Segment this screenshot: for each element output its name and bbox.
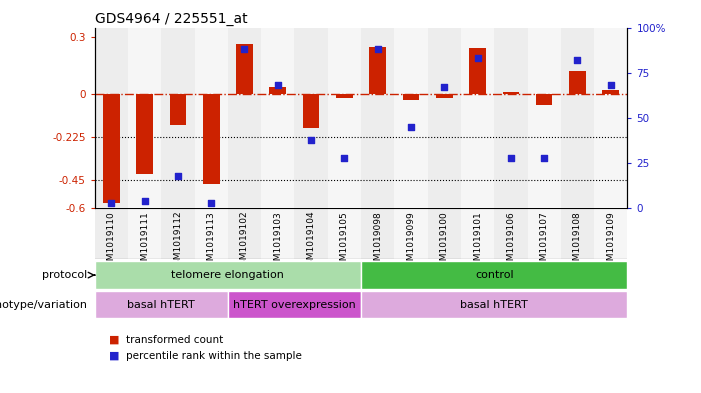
Text: GSM1019111: GSM1019111 (140, 211, 149, 272)
Text: hTERT overexpression: hTERT overexpression (233, 299, 356, 310)
Text: ■: ■ (109, 351, 119, 361)
Point (106, 200, 117, 206)
Text: ■: ■ (109, 335, 119, 345)
Point (372, 46, 383, 52)
Bar (494, 208, 527, 259)
Text: GSM1019099: GSM1019099 (407, 211, 416, 272)
Bar (361, 291, 627, 318)
Text: GSM1019102: GSM1019102 (240, 211, 249, 272)
Bar (269, 86, 286, 94)
Point (139, 198, 150, 204)
Text: GSM1019103: GSM1019103 (273, 211, 283, 272)
Text: GSM1019109: GSM1019109 (606, 211, 615, 272)
Bar (594, 28, 627, 208)
Text: percentile rank within the sample: percentile rank within the sample (126, 351, 302, 361)
Bar (528, 28, 561, 208)
Bar (128, 208, 161, 259)
Bar (336, 94, 353, 98)
Point (538, 154, 550, 161)
Bar (469, 48, 486, 94)
Text: GDS4964 / 225551_at: GDS4964 / 225551_at (95, 13, 247, 26)
Text: GSM1019101: GSM1019101 (473, 211, 482, 272)
Bar (128, 28, 161, 208)
Bar (228, 208, 261, 259)
Text: GSM1019107: GSM1019107 (540, 211, 549, 272)
Bar (561, 208, 594, 259)
Text: GSM1019098: GSM1019098 (373, 211, 382, 272)
Bar (561, 28, 594, 208)
Bar (203, 94, 219, 184)
Bar (428, 28, 461, 208)
Text: GSM1019100: GSM1019100 (440, 211, 449, 272)
Bar (503, 92, 519, 94)
Bar (594, 208, 627, 259)
Text: GSM1019105: GSM1019105 (340, 211, 349, 272)
Bar (195, 28, 228, 208)
Bar (536, 94, 552, 105)
Bar (436, 94, 453, 98)
Point (205, 200, 217, 206)
Point (572, 57, 583, 63)
Bar (303, 94, 320, 129)
Point (272, 82, 283, 88)
Text: GSM1019113: GSM1019113 (207, 211, 216, 272)
Text: telomere elongation: telomere elongation (171, 270, 285, 280)
Text: GSM1019112: GSM1019112 (173, 211, 182, 272)
Bar (161, 208, 194, 259)
Text: control: control (475, 270, 514, 280)
Bar (402, 94, 419, 100)
Bar (170, 94, 186, 125)
Bar (461, 208, 494, 259)
Point (339, 154, 350, 161)
Bar (369, 46, 386, 94)
Bar (602, 90, 619, 94)
Text: GSM1019106: GSM1019106 (506, 211, 515, 272)
Point (405, 124, 416, 130)
Bar (136, 94, 153, 174)
Bar (236, 44, 253, 94)
Bar (361, 28, 394, 208)
Bar (327, 28, 361, 208)
Bar (228, 291, 361, 318)
Text: genotype/variation: genotype/variation (0, 299, 88, 310)
Bar (394, 28, 428, 208)
Bar (195, 208, 228, 259)
Bar (294, 208, 327, 259)
Text: GSM1019110: GSM1019110 (107, 211, 116, 272)
Text: basal hTERT: basal hTERT (128, 299, 195, 310)
Bar (228, 28, 261, 208)
Point (239, 46, 250, 52)
Bar (394, 208, 428, 259)
Bar (361, 208, 394, 259)
Bar (161, 28, 194, 208)
Bar (528, 208, 561, 259)
Bar (569, 71, 586, 94)
Point (472, 55, 483, 61)
Bar (361, 261, 627, 289)
Text: transformed count: transformed count (126, 335, 224, 345)
Point (439, 84, 450, 90)
Bar (461, 28, 494, 208)
Point (172, 173, 184, 179)
Point (605, 82, 616, 88)
Point (306, 136, 317, 143)
Bar (327, 208, 361, 259)
Bar (494, 28, 527, 208)
Bar (261, 28, 294, 208)
Bar (95, 208, 128, 259)
Bar (103, 94, 120, 202)
Bar (95, 291, 228, 318)
Point (505, 154, 517, 161)
Bar (428, 208, 461, 259)
Bar (261, 208, 294, 259)
Bar (95, 261, 361, 289)
Text: protocol: protocol (42, 270, 88, 280)
Text: GSM1019104: GSM1019104 (306, 211, 315, 272)
Text: basal hTERT: basal hTERT (461, 299, 528, 310)
Bar (95, 28, 128, 208)
Bar (294, 28, 327, 208)
Text: GSM1019108: GSM1019108 (573, 211, 582, 272)
